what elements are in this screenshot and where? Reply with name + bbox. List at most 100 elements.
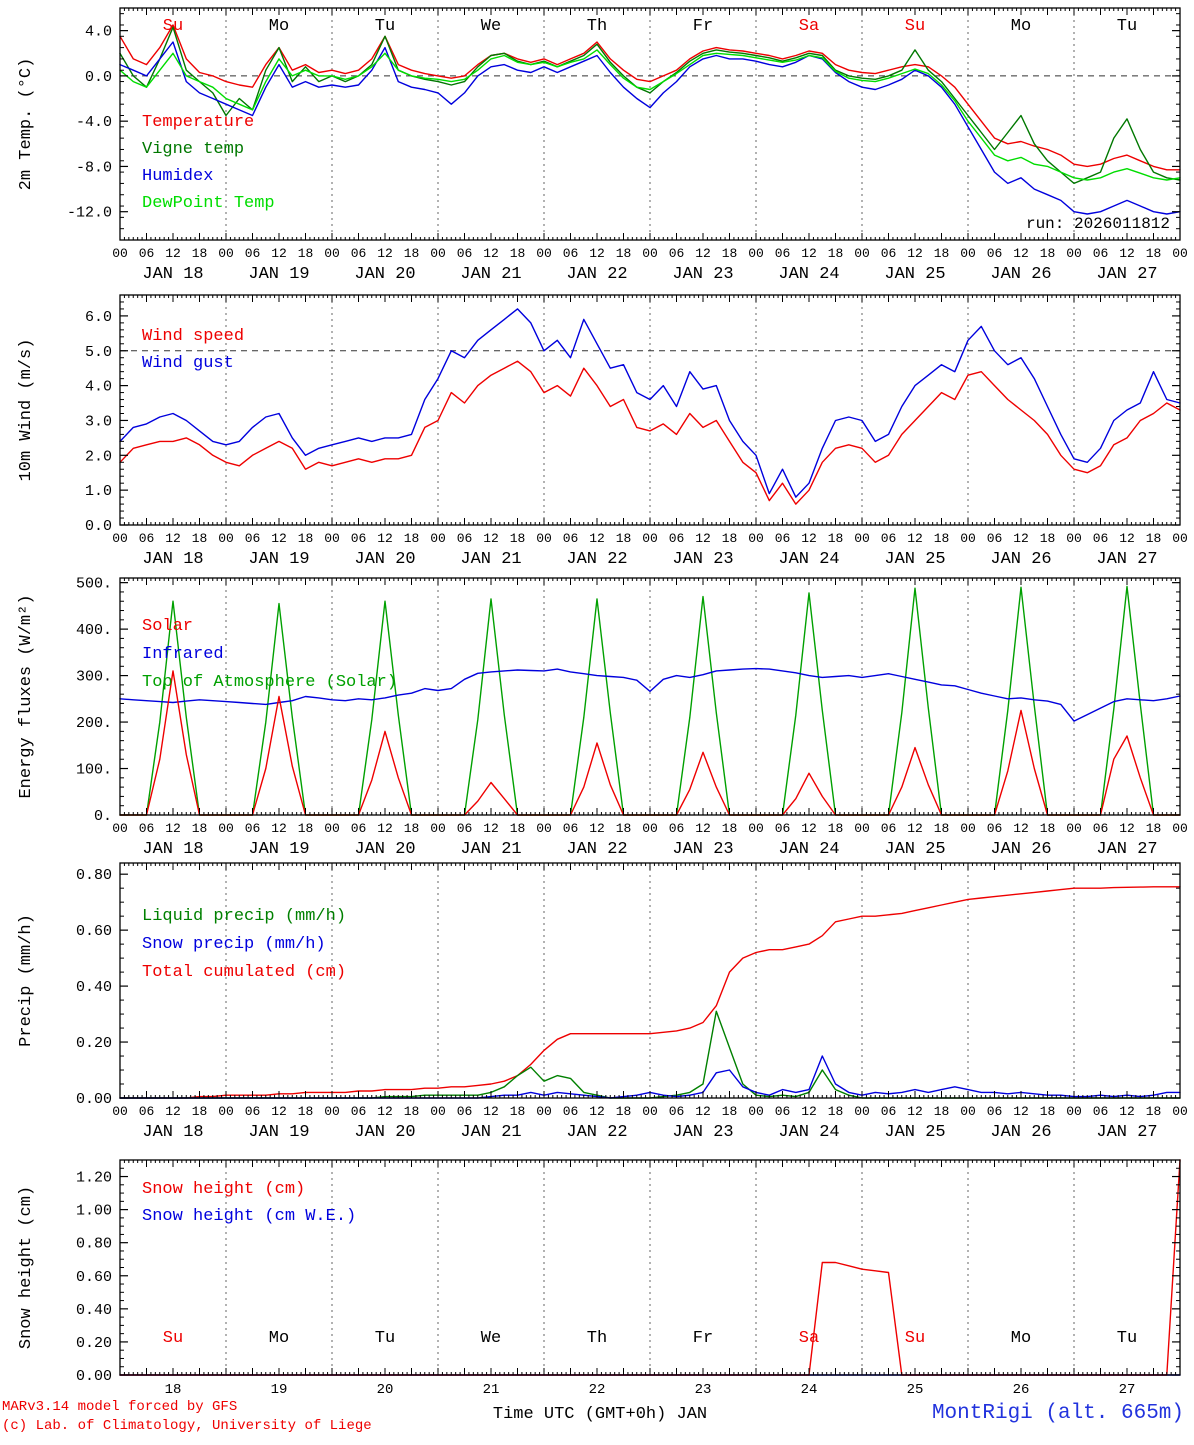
svg-text:18: 18 <box>1146 821 1162 836</box>
svg-text:18: 18 <box>828 821 844 836</box>
svg-text:Tu: Tu <box>375 17 395 36</box>
svg-text:06: 06 <box>775 246 791 261</box>
legend-entry: Total cumulated (cm) <box>142 963 346 982</box>
svg-text:12: 12 <box>1119 246 1135 261</box>
y-axis-label-energy: Energy fluxes (W/m²) <box>17 594 36 798</box>
svg-text:00: 00 <box>324 531 340 546</box>
y-ticks: 6.0 5.0 4.0 3.0 2.0 1.0 0.0 <box>85 294 1180 535</box>
svg-text:JAN 19: JAN 19 <box>248 1123 309 1142</box>
svg-text:JAN 21: JAN 21 <box>460 265 521 284</box>
svg-text:00: 00 <box>536 246 552 261</box>
y-tick-label: 0.00 <box>76 1091 112 1108</box>
svg-text:Su: Su <box>163 17 183 36</box>
svg-text:JAN 18: JAN 18 <box>142 840 203 859</box>
legend-temperature: Temperature Vigne temp Humidex DewPoint Tem… <box>142 113 275 213</box>
svg-text:12: 12 <box>165 531 181 546</box>
svg-text:06: 06 <box>775 531 791 546</box>
y-tick-label: 100. <box>76 762 112 779</box>
y-tick-label: 4.0 <box>85 24 112 41</box>
panel-temperature: 4.0 0.0 -4.0 -8.0 -12.0 2m Temp. (°C) 00 06 12 18… <box>17 7 1188 284</box>
svg-text:18: 18 <box>298 821 314 836</box>
svg-text:00: 00 <box>324 246 340 261</box>
svg-text:12: 12 <box>483 531 499 546</box>
day-gridlines <box>225 578 1075 815</box>
svg-text:06: 06 <box>1093 531 1109 546</box>
svg-text:18: 18 <box>1146 1104 1162 1119</box>
svg-text:18: 18 <box>722 246 738 261</box>
svg-text:06: 06 <box>457 1104 473 1119</box>
svg-text:18: 18 <box>404 821 420 836</box>
y-tick-label: 0.20 <box>76 1035 112 1052</box>
weekday-labels: Su Mo Tu We Th Fr Sa Su Mo Tu <box>163 1329 1137 1348</box>
svg-text:06: 06 <box>881 1104 897 1119</box>
svg-text:06: 06 <box>139 821 155 836</box>
svg-text:12: 12 <box>695 531 711 546</box>
svg-text:Fr: Fr <box>693 17 713 36</box>
svg-text:12: 12 <box>377 246 393 261</box>
svg-text:12: 12 <box>801 246 817 261</box>
svg-text:18: 18 <box>828 1104 844 1119</box>
svg-text:18: 18 <box>722 531 738 546</box>
y-tick-label: 0.80 <box>76 1236 112 1253</box>
svg-text:12: 12 <box>377 1104 393 1119</box>
day-labels: JAN 18 JAN 19 JAN 20 JAN 21 JAN 22 JAN 23 JAN … <box>142 840 1157 859</box>
svg-text:JAN 21: JAN 21 <box>460 840 521 859</box>
svg-text:18: 18 <box>192 531 208 546</box>
y-tick-label: 200. <box>76 715 112 732</box>
svg-text:12: 12 <box>907 821 923 836</box>
svg-text:00: 00 <box>218 531 234 546</box>
svg-text:00: 00 <box>112 246 128 261</box>
svg-text:18: 18 <box>192 1104 208 1119</box>
x-ticks <box>119 863 1181 1098</box>
x-ticks <box>119 295 1181 525</box>
legend-entry: Snow height (cm) <box>142 1180 305 1199</box>
y-axis-label-precip: Precip (mm/h) <box>17 914 36 1047</box>
day-gridlines <box>225 295 1075 525</box>
svg-text:18: 18 <box>828 246 844 261</box>
svg-text:JAN 25: JAN 25 <box>884 265 945 284</box>
svg-text:JAN 22: JAN 22 <box>566 1123 627 1142</box>
svg-text:18: 18 <box>934 821 950 836</box>
y-tick-label: -4.0 <box>76 114 112 131</box>
svg-text:Su: Su <box>163 1329 183 1348</box>
svg-text:00: 00 <box>430 246 446 261</box>
svg-text:12: 12 <box>271 531 287 546</box>
svg-text:06: 06 <box>987 821 1003 836</box>
svg-text:00: 00 <box>430 1104 446 1119</box>
svg-text:18: 18 <box>192 821 208 836</box>
svg-text:18: 18 <box>722 1104 738 1119</box>
svg-text:Sa: Sa <box>799 17 819 36</box>
legend-entry: Humidex <box>142 167 213 186</box>
svg-text:00: 00 <box>1172 531 1188 546</box>
panel-wind: 6.0 5.0 4.0 3.0 2.0 1.0 0.0 10m Wind (m/s) 00 06 1… <box>17 294 1188 569</box>
y-tick-label: 0.40 <box>76 979 112 996</box>
svg-text:Su: Su <box>905 17 925 36</box>
temperature-series-dewpoint-temp <box>119 49 1181 181</box>
svg-text:06: 06 <box>987 531 1003 546</box>
svg-text:18: 18 <box>1146 246 1162 261</box>
y-tick-label: 0.0 <box>85 518 112 535</box>
svg-text:JAN 27: JAN 27 <box>1096 265 1157 284</box>
svg-text:12: 12 <box>1119 821 1135 836</box>
svg-text:JAN 21: JAN 21 <box>460 550 521 569</box>
svg-text:Mo: Mo <box>1011 1329 1031 1348</box>
y-tick-label: 0.60 <box>76 923 112 940</box>
svg-text:00: 00 <box>748 531 764 546</box>
svg-text:18: 18 <box>1146 531 1162 546</box>
svg-text:06: 06 <box>881 821 897 836</box>
svg-text:26: 26 <box>1013 1382 1030 1398</box>
day-labels: JAN 18 JAN 19 JAN 20 JAN 21 JAN 22 JAN 23 JAN … <box>142 1123 1157 1142</box>
svg-text:12: 12 <box>271 821 287 836</box>
y-tick-label: 2.0 <box>85 448 112 465</box>
svg-text:06: 06 <box>139 246 155 261</box>
precip-series-liquid-precip-mm-h- <box>119 1010 1181 1099</box>
svg-text:12: 12 <box>801 1104 817 1119</box>
panel-snow: 1.20 1.00 0.80 0.60 0.40 0.20 0.00 Snow height … <box>17 1159 1181 1398</box>
y-tick-label: 0.60 <box>76 1269 112 1286</box>
svg-text:00: 00 <box>112 821 128 836</box>
svg-text:00: 00 <box>112 531 128 546</box>
svg-text:12: 12 <box>1119 1104 1135 1119</box>
svg-text:06: 06 <box>457 246 473 261</box>
svg-text:18: 18 <box>510 1104 526 1119</box>
svg-text:18: 18 <box>934 1104 950 1119</box>
